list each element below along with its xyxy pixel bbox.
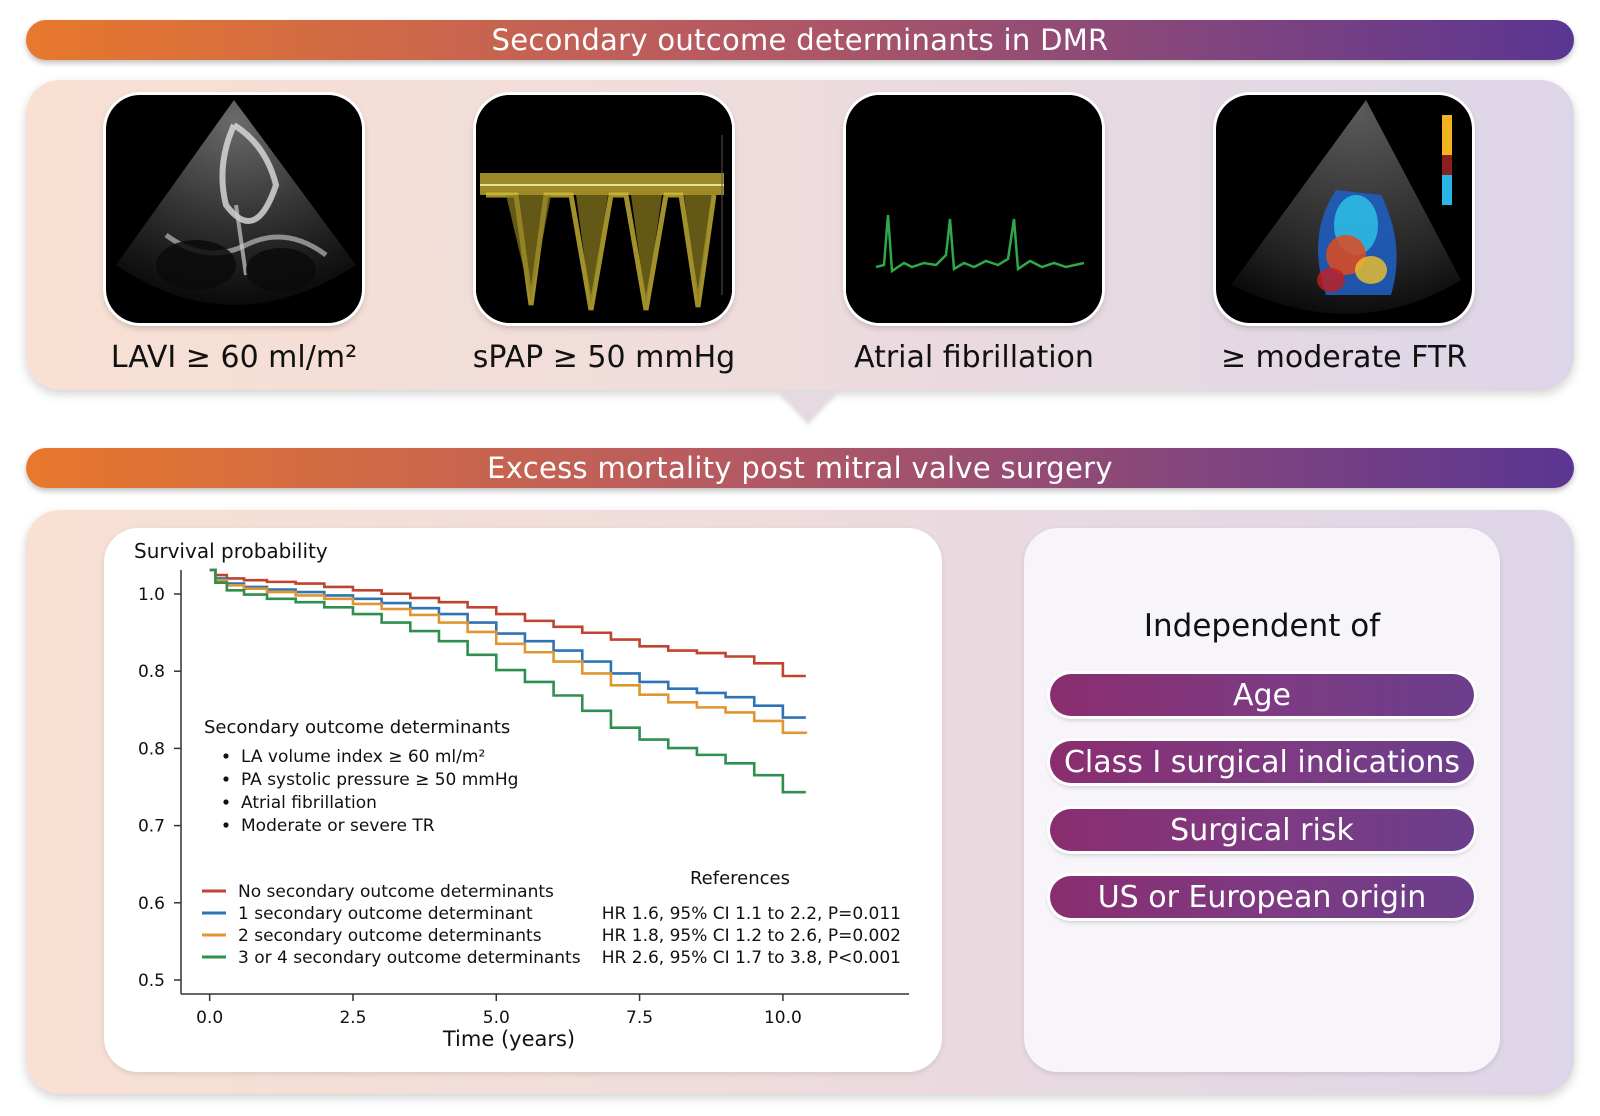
y-tick-label: 0.5 (138, 971, 165, 991)
color-doppler-image (1216, 95, 1472, 323)
inset-bullet (223, 799, 229, 805)
legend-reference: HR 2.6, 95% CI 1.7 to 3.8, P<0.001 (602, 948, 901, 968)
pill-class-i-indications: Class I surgical indications (1050, 741, 1474, 783)
inset-item: Moderate or severe TR (241, 816, 435, 836)
section-banner: Excess mortality post mitral valve surge… (26, 448, 1574, 488)
determinant-label-lavi: LAVI ≥ 60 ml/m² (110, 340, 358, 375)
y-tick-label: 0.8 (138, 662, 165, 682)
references-title: References (690, 868, 790, 889)
survival-chart: Survival probability Time (years) 0.0 2.5… (134, 539, 909, 1051)
inset-item: LA volume index ≥ 60 ml/m² (241, 747, 485, 767)
inset-bullet (223, 822, 229, 828)
y-tick-label: 1.0 (138, 585, 165, 605)
section-title: Excess mortality post mitral valve surge… (487, 451, 1113, 485)
determinant-label-af: Atrial fibrillation (854, 340, 1094, 375)
inset-title: Secondary outcome determinants (204, 717, 510, 738)
doppler-spectrum-image (476, 95, 732, 323)
x-tick-label: 2.5 (339, 1008, 366, 1028)
x-tick-label: 7.5 (626, 1008, 653, 1028)
legend-label: 3 or 4 secondary outcome determinants (238, 948, 581, 968)
legend-label: 2 secondary outcome determinants (238, 926, 542, 946)
header-title: Secondary outcome determinants in DMR (491, 23, 1109, 57)
y-tick-label: 0.6 (138, 894, 165, 914)
inset-bullet (223, 753, 229, 759)
y-tick-label: 0.7 (138, 817, 165, 837)
determinant-label-ftr: ≥ moderate FTR (1220, 340, 1468, 375)
x-axis-label: Time (years) (442, 1027, 575, 1051)
pill-surgical-risk: Surgical risk (1050, 809, 1474, 851)
chart-card: Survival probability Time (years) 0.0 2.5… (104, 528, 942, 1072)
legend-reference: HR 1.8, 95% CI 1.2 to 2.6, P=0.002 (602, 926, 901, 946)
header-banner: Secondary outcome determinants in DMR (26, 20, 1574, 60)
inset-bullet (223, 776, 229, 782)
independent-title: Independent of (1143, 608, 1381, 644)
legend-label: 1 secondary outcome determinant (238, 904, 533, 924)
x-tick-label: 10.0 (764, 1008, 802, 1028)
survival-curve-3 (209, 568, 808, 735)
survival-curve-4 (209, 568, 806, 794)
x-tick-label: 5.0 (483, 1008, 510, 1028)
inset-item: PA systolic pressure ≥ 50 mmHg (241, 770, 518, 790)
y-tick-label: 0.8 (138, 739, 165, 759)
y-axis-label: Survival probability (134, 539, 328, 563)
echo-4-chamber-image (106, 95, 362, 323)
pill-age: Age (1050, 674, 1474, 716)
pill-origin: US or European origin (1050, 876, 1474, 918)
panel-pointer (780, 392, 836, 422)
ecg-trace-image (846, 95, 1102, 323)
survival-curve-1 (209, 568, 806, 678)
inset-item: Atrial fibrillation (241, 793, 377, 813)
legend-reference: HR 1.6, 95% CI 1.1 to 2.2, P=0.011 (602, 904, 901, 924)
legend-label: No secondary outcome determinants (238, 882, 554, 902)
determinant-label-spap: sPAP ≥ 50 mmHg (472, 340, 736, 375)
independent-card (1024, 528, 1500, 1072)
x-tick-label: 0.0 (196, 1008, 223, 1028)
